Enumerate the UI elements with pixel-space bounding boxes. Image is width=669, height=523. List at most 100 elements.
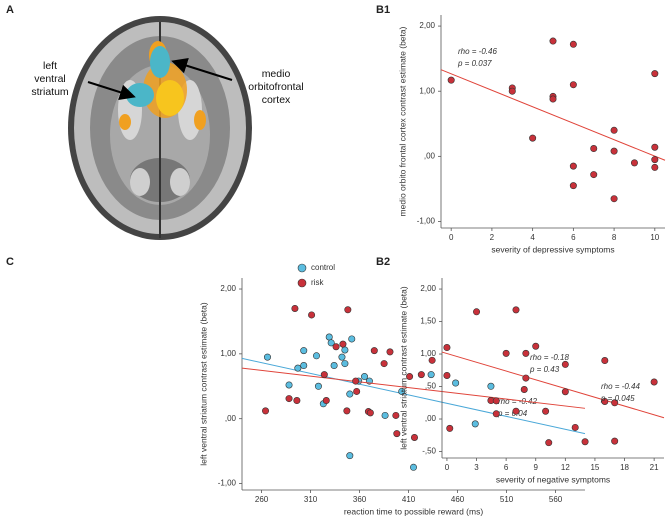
trend-line [441,351,665,419]
point [601,397,609,405]
point [341,346,349,354]
point [322,397,330,405]
point [285,381,293,389]
point [590,145,598,153]
point [447,76,455,84]
point [312,352,320,360]
point [611,437,619,445]
annotation: p = 0.045 [600,394,635,403]
point [294,364,302,372]
brain-label: cortex [262,94,291,106]
x-tick-label: 6 [504,463,509,472]
brain-label: medio [262,68,291,80]
point [571,423,579,431]
x-tick-label: 4 [530,233,535,242]
point [651,163,659,171]
trend-line [241,367,586,409]
point [398,387,406,395]
point [502,349,510,357]
panel-label: A [6,4,14,16]
point [308,311,316,319]
point [471,420,479,428]
point [314,382,322,390]
point [650,378,658,386]
panel-label: B2 [376,256,390,268]
point [473,308,481,316]
y-axis-title: left ventral striatum contrast estimate … [198,302,208,466]
y-tick-label: 1,00 [420,349,436,358]
point [651,143,659,151]
point [630,159,638,167]
point [590,171,598,179]
point [338,353,346,361]
point [344,306,352,314]
y-tick-label: -1,00 [218,479,237,488]
point [352,377,360,385]
x-tick-label: 6 [571,233,576,242]
point [339,340,347,348]
point [346,452,354,460]
x-tick-label: 510 [500,495,514,504]
x-tick-label: 0 [449,233,454,242]
point [561,360,569,368]
y-tick-label: ,00 [425,414,437,423]
point [353,387,361,395]
x-tick-label: 18 [620,463,629,472]
annotation: rho = -0.18 [530,353,569,362]
point [522,374,530,382]
x-tick-label: 9 [534,463,539,472]
y-tick-label: 2,00 [419,21,435,30]
y-tick-label: ,50 [425,382,437,391]
legend-label: control [311,263,335,272]
point [380,360,388,368]
point [512,407,520,415]
point [346,390,354,398]
y-axis-title: medio orbito frontal cortex contrast est… [397,26,407,216]
point [443,371,451,379]
point [393,430,401,438]
y-tick-label: 2,00 [220,284,236,293]
point [651,70,659,78]
brain-label: orbitofrontal [248,81,303,93]
point [532,342,540,350]
x-tick-label: 460 [451,495,465,504]
point [330,362,338,370]
point [610,195,618,203]
point [549,95,557,103]
y-tick-label: 1,50 [420,317,436,326]
point [492,410,500,418]
point [386,348,394,356]
x-tick-label: 8 [612,233,617,242]
point [569,182,577,190]
x-tick-label: 21 [650,463,659,472]
brain-label: ventral [34,73,66,85]
point [520,386,528,394]
brain-label: left [43,60,57,72]
x-tick-label: 560 [549,495,563,504]
point [512,306,520,314]
point [262,407,270,415]
legend-marker [297,278,307,288]
point [343,407,351,415]
point [569,162,577,170]
x-tick-label: 0 [445,463,450,472]
x-tick-label: 360 [353,495,367,504]
point [529,134,537,142]
point [561,388,569,396]
y-tick-label: ,00 [225,414,237,423]
panel-label: C [6,256,14,268]
point [285,395,293,403]
point [601,357,609,365]
point [417,371,425,379]
point [332,343,340,351]
point [581,438,589,446]
point [610,126,618,134]
point [263,353,271,361]
point [360,373,368,381]
point [300,362,308,370]
x-tick-label: 15 [590,463,599,472]
point [651,156,659,164]
point [341,360,349,368]
x-tick-label: 410 [402,495,416,504]
point [327,339,335,347]
